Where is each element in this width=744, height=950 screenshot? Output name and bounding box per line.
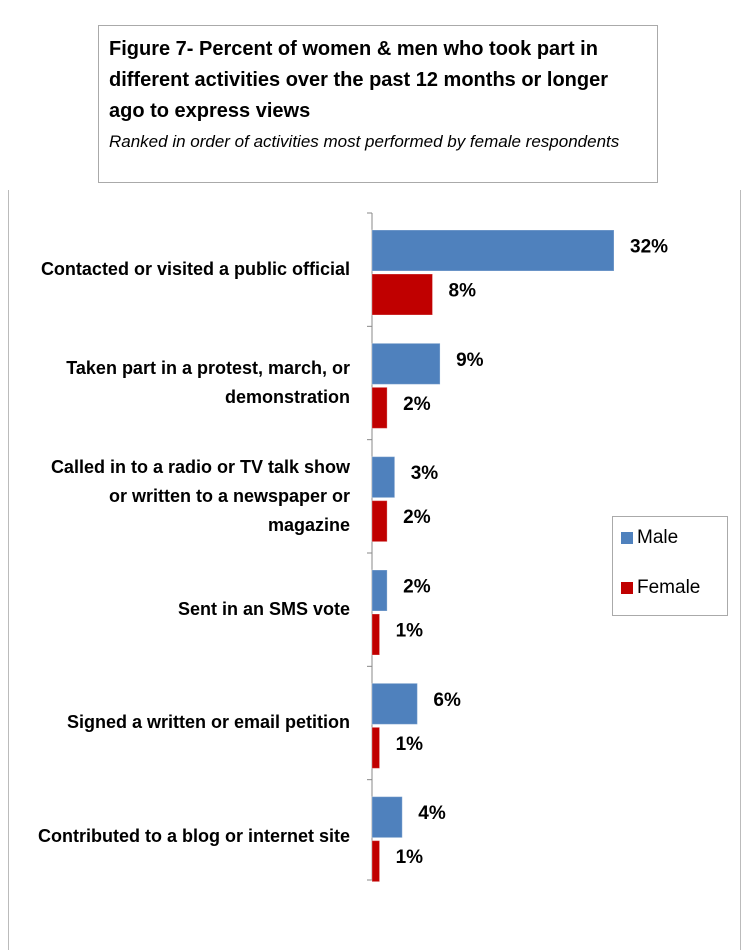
bar <box>371 500 388 543</box>
bar <box>371 726 381 769</box>
bar <box>371 682 418 725</box>
chart-subtitle: Ranked in order of activities most perfo… <box>109 132 620 151</box>
legend-item: Female <box>621 575 700 601</box>
legend-swatch <box>621 532 633 544</box>
bar <box>371 840 381 883</box>
data-label: 1% <box>396 621 424 642</box>
data-label: 6% <box>433 690 461 711</box>
chart-frame <box>8 190 741 950</box>
bar <box>371 456 396 499</box>
legend-label: Male <box>637 527 679 548</box>
category-label: Contacted or visited a public official <box>40 259 350 280</box>
data-label: 3% <box>411 463 439 484</box>
data-label: 1% <box>396 734 424 755</box>
bar <box>371 569 388 612</box>
data-label: 32% <box>630 237 668 258</box>
bar <box>371 342 441 385</box>
bar <box>371 796 403 839</box>
legend: Male Female <box>612 516 728 616</box>
title-box: Figure 7- Percent of women & men who too… <box>98 25 658 183</box>
data-label: 1% <box>396 847 424 868</box>
category-label: Taken part in a protest, march, or demon… <box>66 357 350 407</box>
data-label: 4% <box>418 803 446 824</box>
data-label: 2% <box>403 577 431 598</box>
data-label: 2% <box>403 507 431 528</box>
category-label: Contributed to a blog or internet site <box>38 825 350 846</box>
bar <box>371 613 381 656</box>
bar <box>371 229 615 272</box>
data-label: 2% <box>403 394 431 415</box>
category-label: Signed a written or email petition <box>66 712 350 733</box>
legend-swatch <box>621 582 633 594</box>
legend-item: Male <box>621 525 678 551</box>
legend-label: Female <box>637 577 701 598</box>
chart-title: Figure 7- Percent of women & men who too… <box>109 38 609 122</box>
bar <box>371 386 388 429</box>
data-label: 9% <box>456 350 484 371</box>
category-label: Called in to a radio or TV talk show or … <box>50 456 350 535</box>
category-label: Sent in an SMS vote <box>177 599 350 620</box>
data-label: 8% <box>449 281 477 302</box>
bar <box>371 273 433 316</box>
